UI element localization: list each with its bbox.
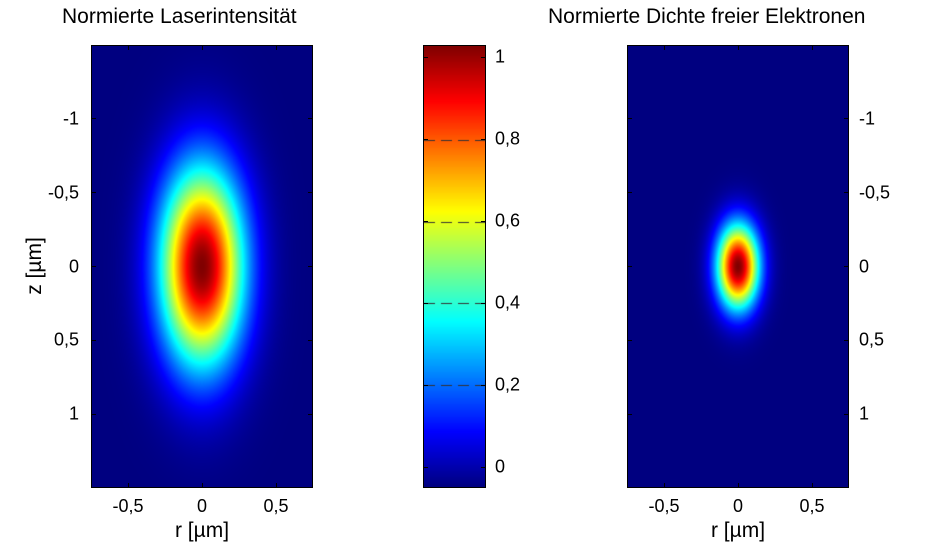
right-xlabel: r [µm]: [710, 519, 766, 542]
right-plot-ytick-mark-right: [844, 413, 849, 415]
right-plot-ytick-mark: [627, 192, 632, 194]
right-plot-xtick-mark-top: [663, 45, 665, 50]
left-plot-ytick-label: 1: [68, 403, 79, 424]
colorbar-tick-mark-left: [423, 220, 428, 222]
colorbar-tick-label: 0,6: [495, 210, 521, 231]
colorbar-tick-mark: [481, 384, 486, 386]
right-plot-xtick-mark-top: [811, 45, 813, 50]
left-plot-xtick-label: 0: [196, 496, 208, 516]
left-plot-xtick-mark-top: [201, 45, 203, 50]
right-plot-ytick-label: -0,5: [859, 182, 891, 203]
right-plot-xtick-mark: [737, 483, 739, 488]
left-plot-ytick-label: 0,5: [53, 329, 79, 350]
right-plot-ytick-mark-right: [844, 118, 849, 120]
left-plot-ytick-mark: [91, 192, 96, 194]
right-plot-ytick-mark: [627, 413, 632, 415]
left-plot-ytick-mark-right: [308, 266, 313, 267]
colorbar-tick-mark: [481, 466, 486, 468]
colorbar-tick-label: 0,4: [495, 292, 521, 313]
left-plot-xtick-mark: [275, 483, 277, 488]
right-plot-ytick-mark-right: [844, 339, 849, 341]
right-plot-ytick-label: 1: [859, 403, 870, 424]
colorbar-tick-mark: [481, 138, 486, 140]
right-plot-xtick-mark-top: [737, 45, 739, 50]
right-plot-ytick-label: -1: [859, 108, 876, 129]
colorbar-tick-mark: [481, 302, 486, 304]
colorbar-tick-mark-left: [423, 302, 428, 304]
left-plot-xtick-mark-top: [275, 45, 277, 50]
left-plot-ytick-label: -0,5: [47, 182, 79, 203]
colorbar-tick-mark: [481, 220, 486, 222]
right-plot-ytick-label: 0: [859, 256, 870, 276]
colorbar-tick-label: 1: [495, 46, 506, 67]
right-plot-xtick-label: 0: [732, 496, 744, 516]
right-plot-xtick-mark: [663, 483, 665, 488]
right-plot-ytick-mark-right: [844, 266, 849, 267]
left-plot-ytick-mark: [91, 413, 96, 415]
left-xlabel: r [µm]: [174, 519, 230, 542]
left-ylabel: z [µm]: [22, 237, 46, 295]
left-plot-ytick-mark-right: [308, 118, 313, 120]
left-plot-title: Normierte Laserintensität: [62, 5, 297, 28]
left-plot-ytick-mark-right: [308, 339, 313, 341]
right-plot-xtick-label: -0,5: [648, 496, 680, 516]
right-plot-title: Normierte Dichte freier Elektronen: [548, 5, 866, 28]
colorbar-tick-mark-left: [423, 384, 428, 386]
right-plot-ytick-label: 0,5: [859, 329, 885, 350]
right-plot-xtick-mark: [811, 483, 813, 488]
colorbar-tick-mark-left: [423, 56, 428, 58]
left-plot-ytick-mark-right: [308, 413, 313, 415]
left-plot-ytick-mark: [91, 118, 96, 120]
left-plot-xtick-mark: [127, 483, 129, 488]
right-plot-ytick-mark: [627, 118, 632, 120]
left-plot-xtick-label: 0,5: [263, 496, 289, 516]
left-plot-xtick-mark: [201, 483, 203, 488]
laser-intensity-heatmap: [91, 45, 313, 488]
colorbar-tick-mark-left: [423, 466, 428, 468]
right-plot-ytick-mark: [627, 339, 632, 341]
right-plot-xtick-label: 0,5: [799, 496, 825, 516]
left-plot-ytick-mark: [91, 339, 96, 341]
right-plot-ytick-mark: [627, 266, 632, 267]
left-plot-xtick-mark-top: [127, 45, 129, 50]
colorbar: [423, 45, 486, 488]
colorbar-tick-label: 0,8: [495, 128, 521, 149]
left-plot-ytick-label: 0: [68, 256, 79, 276]
colorbar-tick-mark: [481, 56, 486, 58]
right-plot-ytick-mark-right: [844, 192, 849, 194]
left-plot-ytick-mark: [91, 266, 96, 267]
colorbar-tick-label: 0,2: [495, 374, 521, 395]
electron-density-heatmap: [627, 45, 849, 488]
left-plot-ytick-mark-right: [308, 192, 313, 194]
left-plot-ytick-label: -1: [62, 108, 79, 129]
colorbar-tick-mark-left: [423, 138, 428, 140]
colorbar-tick-label: 0: [495, 456, 506, 477]
left-plot-xtick-label: -0,5: [112, 496, 144, 516]
